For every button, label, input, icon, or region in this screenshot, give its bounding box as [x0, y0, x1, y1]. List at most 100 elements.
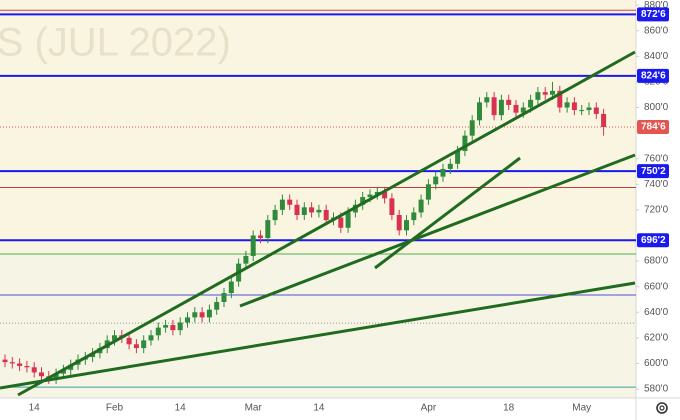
candle-body — [338, 217, 344, 228]
candle-body — [425, 184, 431, 200]
level-label: 750'2 — [641, 166, 666, 177]
candle-body — [440, 168, 446, 177]
candle-body — [24, 366, 30, 368]
candle-body — [506, 99, 512, 105]
candle-body — [462, 135, 468, 152]
y-tick-label: 600'0 — [644, 358, 669, 369]
candle-body — [177, 322, 183, 331]
candle-body — [170, 325, 176, 331]
candle-body — [557, 90, 563, 108]
candle-body — [382, 191, 388, 199]
trend-lines — [0, 50, 636, 397]
candle-body — [206, 309, 212, 318]
time-axis — [0, 398, 636, 420]
x-tick-label: 18 — [503, 403, 515, 414]
x-tick-label: Mar — [245, 403, 263, 414]
candle-body — [396, 214, 402, 231]
candle-body — [301, 207, 307, 215]
candle-body — [411, 212, 417, 221]
candle-body — [404, 220, 409, 231]
trend-line — [239, 153, 636, 308]
candle-body — [279, 199, 285, 210]
x-tick-label: 14 — [313, 403, 325, 414]
trend-line — [374, 156, 521, 270]
y-tick-label: 740'0 — [644, 179, 669, 190]
candle-body — [287, 199, 293, 205]
candle-body — [447, 163, 453, 169]
y-tick-label: 660'0 — [644, 281, 669, 292]
last-price-label: 784'6 — [641, 122, 666, 133]
candle-body — [498, 99, 504, 116]
candle-body — [126, 337, 132, 345]
y-tick-label: 880'0 — [644, 0, 669, 11]
settings-icon[interactable] — [659, 405, 665, 411]
plot-background-lower — [0, 254, 636, 398]
y-tick-label: 620'0 — [644, 332, 669, 343]
x-tick-label: Feb — [106, 403, 124, 414]
y-tick-label: 760'0 — [644, 153, 669, 164]
candle-body — [586, 107, 592, 111]
candle-body — [17, 363, 23, 367]
candle-body — [265, 220, 271, 239]
candle-body — [367, 194, 373, 198]
y-tick-label: 640'0 — [644, 307, 669, 318]
level-label: 696'2 — [641, 235, 666, 246]
x-tick-label: 14 — [29, 403, 41, 414]
candle-body — [579, 110, 585, 112]
x-tick-label: May — [572, 403, 591, 414]
candle-body — [571, 102, 577, 111]
candle-body — [323, 209, 329, 221]
candle-body — [374, 191, 380, 195]
candle-body — [31, 367, 37, 373]
candle-body — [133, 344, 139, 349]
candle-body — [491, 97, 497, 116]
candle-body — [564, 102, 570, 108]
level-label: 824'6 — [641, 70, 666, 81]
candle-body — [60, 369, 66, 374]
candle-body — [2, 359, 8, 363]
candle-body — [520, 107, 526, 113]
candle-body — [155, 327, 161, 336]
y-tick-label: 860'0 — [644, 25, 669, 36]
level-label-box — [637, 233, 669, 248]
level-label: 872'6 — [641, 9, 666, 20]
level-label-box — [637, 68, 669, 83]
candle-body — [39, 372, 44, 377]
labels: 580'0 600'0 620'0 640'0 660'0 680'0 720'0 740'0… — [29, 0, 669, 414]
candle-body — [469, 120, 475, 136]
y-tick-label: 800'0 — [644, 102, 669, 113]
candle-body — [141, 340, 147, 349]
candle-body — [250, 235, 256, 256]
candle-body — [258, 235, 263, 239]
candle-body — [272, 209, 278, 221]
candle-body — [535, 92, 541, 100]
candle-body — [593, 107, 599, 114]
candle-body — [9, 362, 15, 364]
candle-body — [243, 255, 249, 264]
candle-body — [345, 212, 351, 228]
settings-icon[interactable] — [656, 402, 668, 414]
candle-body — [528, 99, 534, 108]
candle-body — [148, 335, 154, 341]
candle-body — [542, 92, 548, 95]
candle-body — [294, 204, 300, 215]
candle-body — [389, 198, 395, 215]
candle-body — [214, 302, 220, 310]
x-tick-label: Apr — [421, 403, 437, 414]
candle-body — [601, 113, 607, 128]
candle-body — [550, 90, 555, 95]
candle-body — [360, 197, 366, 205]
settings-icon[interactable] — [656, 402, 668, 414]
candle-body — [513, 104, 519, 113]
trend-line — [17, 50, 636, 397]
candle-body — [185, 317, 190, 323]
x-tick-label: 14 — [175, 403, 187, 414]
last-price-box — [637, 120, 669, 135]
candle-body — [316, 209, 322, 213]
candle-body — [163, 325, 169, 328]
y-tick-label: 720'0 — [644, 205, 669, 216]
candle-body — [221, 293, 227, 303]
candle-body — [433, 176, 439, 185]
candle-body — [228, 281, 234, 294]
y-tick-label: 680'0 — [644, 256, 669, 267]
